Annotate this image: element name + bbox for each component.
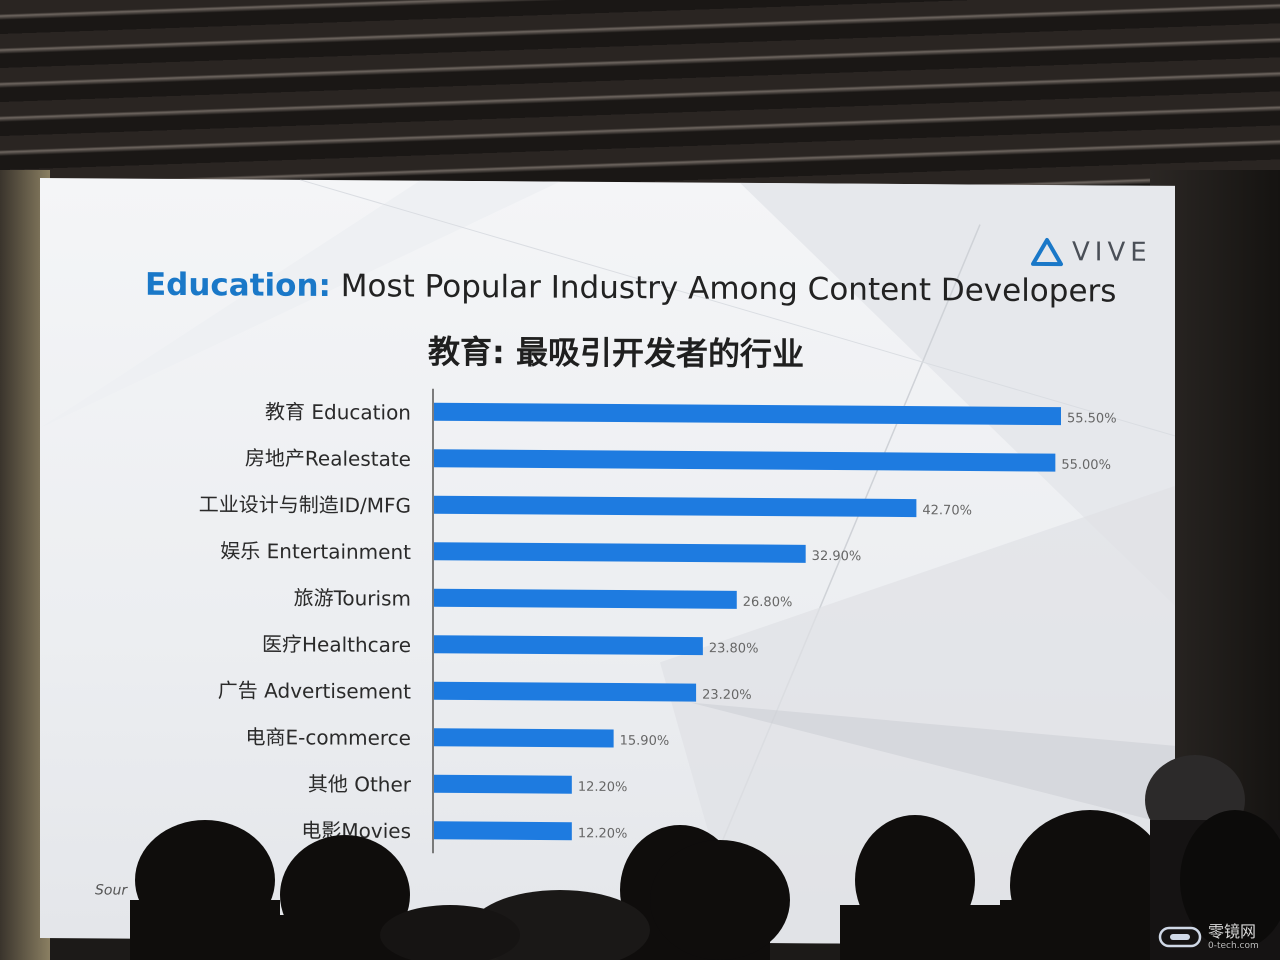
value-label-2: 42.70% [922, 503, 972, 518]
category-label-8: 其他 Other [308, 772, 412, 797]
vive-logo: VIVE [1030, 237, 1152, 268]
value-label-1: 55.00% [1061, 458, 1111, 473]
category-label-2: 工业设计与制造ID/MFG [199, 492, 411, 517]
category-label-0: 教育 Education [265, 400, 411, 425]
bar-8 [434, 774, 572, 794]
bar-7 [434, 728, 614, 748]
bar-3 [434, 542, 806, 563]
bar-9 [434, 821, 572, 841]
value-label-9: 12.20% [578, 826, 628, 841]
value-label-3: 32.90% [812, 549, 862, 564]
value-label-5: 23.80% [709, 641, 759, 656]
bar-1 [434, 449, 1056, 472]
value-label-6: 23.20% [702, 688, 752, 703]
bar-0 [434, 402, 1061, 426]
value-label-7: 15.90% [620, 734, 670, 749]
source-note: Sour [95, 882, 128, 899]
bar-2 [434, 495, 917, 518]
category-label-9: 电影Movies [301, 818, 411, 843]
category-label-6: 广告 Advertisement [218, 678, 411, 703]
vive-logo-icon [1031, 238, 1063, 267]
bar-chart: 教育 Education 55.50% 房地产Realestate 55.00% 工业设… [199, 388, 1117, 854]
watermark-text: 零镜网 [1208, 922, 1257, 941]
value-label-4: 26.80% [743, 595, 793, 610]
ceiling-background [0, 0, 1280, 185]
watermark-sub: 0-tech.com [1208, 941, 1259, 951]
watermark-logo-icon [1158, 926, 1202, 947]
value-label-8: 12.20% [578, 780, 628, 795]
bar-5 [434, 635, 703, 656]
watermark: 零镜网 0-tech.com [1158, 922, 1259, 951]
category-label-7: 电商E-commerce [246, 725, 411, 750]
projection-screen: VIVE Education: Most Popular Industry Am… [40, 178, 1175, 946]
category-label-5: 医疗Healthcare [262, 632, 411, 657]
bar-6 [434, 681, 697, 702]
category-label-4: 旅游Tourism [294, 586, 411, 611]
value-label-0: 55.50% [1067, 411, 1117, 426]
bar-4 [434, 588, 737, 609]
category-label-3: 娱乐 Entertainment [220, 539, 411, 564]
category-label-1: 房地产Realestate [245, 446, 411, 471]
